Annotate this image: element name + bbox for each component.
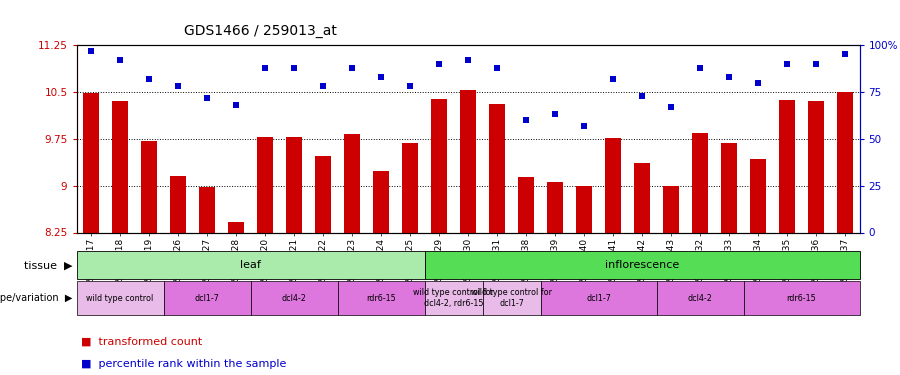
Bar	[547, 183, 563, 232]
Bar	[605, 138, 621, 232]
Point	[229, 102, 243, 108]
Text: dcl1-7: dcl1-7	[194, 294, 220, 303]
Bar	[402, 142, 418, 232]
Bar	[344, 134, 360, 232]
Point	[809, 61, 824, 67]
Point	[751, 80, 765, 86]
Point	[634, 93, 649, 99]
Point	[490, 64, 504, 70]
Bar	[373, 171, 389, 232]
Bar	[164, 281, 250, 315]
Bar	[721, 143, 737, 232]
Bar	[460, 90, 476, 232]
Bar	[170, 176, 186, 232]
Point	[838, 51, 852, 57]
Bar	[743, 281, 860, 315]
Point	[461, 57, 475, 63]
Point	[577, 123, 591, 129]
Text: wild type control for
dcl1-7: wild type control for dcl1-7	[471, 288, 552, 308]
Point	[432, 61, 446, 67]
Bar	[541, 281, 656, 315]
Bar	[425, 251, 860, 279]
Text: ■  percentile rank within the sample: ■ percentile rank within the sample	[81, 359, 286, 369]
Bar	[489, 104, 505, 232]
Bar	[76, 251, 425, 279]
Bar	[228, 222, 244, 232]
Bar	[576, 186, 592, 232]
Point	[316, 83, 330, 89]
Bar	[76, 281, 164, 315]
Text: wild type control for
dcl4-2, rdr6-15: wild type control for dcl4-2, rdr6-15	[413, 288, 494, 308]
Point	[693, 64, 707, 70]
Text: rdr6-15: rdr6-15	[366, 294, 396, 303]
Point	[200, 94, 214, 100]
Bar	[750, 159, 766, 232]
Text: genotype/variation  ▶: genotype/variation ▶	[0, 293, 72, 303]
Bar	[634, 163, 650, 232]
Bar	[338, 281, 425, 315]
Bar	[112, 101, 128, 232]
Bar	[425, 281, 482, 315]
Point	[171, 83, 185, 89]
Point	[142, 76, 157, 82]
Point	[548, 111, 562, 117]
Bar	[692, 132, 708, 232]
Bar	[779, 100, 795, 232]
Bar	[482, 281, 541, 315]
Text: leaf: leaf	[240, 260, 261, 270]
Bar	[257, 137, 273, 232]
Point	[403, 83, 418, 89]
Point	[345, 64, 359, 70]
Bar	[656, 281, 743, 315]
Bar	[83, 93, 99, 232]
Bar	[199, 187, 215, 232]
Bar	[250, 281, 338, 315]
Text: inflorescence: inflorescence	[605, 260, 680, 270]
Text: tissue  ▶: tissue ▶	[23, 260, 72, 270]
Text: wild type control: wild type control	[86, 294, 154, 303]
Point	[257, 64, 272, 70]
Bar	[663, 186, 679, 232]
Point	[112, 57, 127, 63]
Point	[84, 48, 98, 54]
Bar	[837, 92, 853, 232]
Bar	[141, 141, 157, 232]
Point	[606, 76, 620, 82]
Text: GDS1466 / 259013_at: GDS1466 / 259013_at	[184, 24, 338, 38]
Text: ■  transformed count: ■ transformed count	[81, 336, 202, 346]
Point	[664, 104, 679, 110]
Point	[287, 64, 302, 70]
Text: dcl4-2: dcl4-2	[688, 294, 713, 303]
Point	[374, 74, 388, 80]
Bar	[518, 177, 534, 232]
Bar	[808, 100, 824, 232]
Bar	[286, 137, 302, 232]
Bar	[315, 156, 331, 232]
Text: rdr6-15: rdr6-15	[787, 294, 816, 303]
Point	[722, 74, 736, 80]
Text: dcl1-7: dcl1-7	[586, 294, 611, 303]
Point	[779, 61, 794, 67]
Bar	[431, 99, 447, 232]
Text: dcl4-2: dcl4-2	[282, 294, 306, 303]
Point	[518, 117, 533, 123]
